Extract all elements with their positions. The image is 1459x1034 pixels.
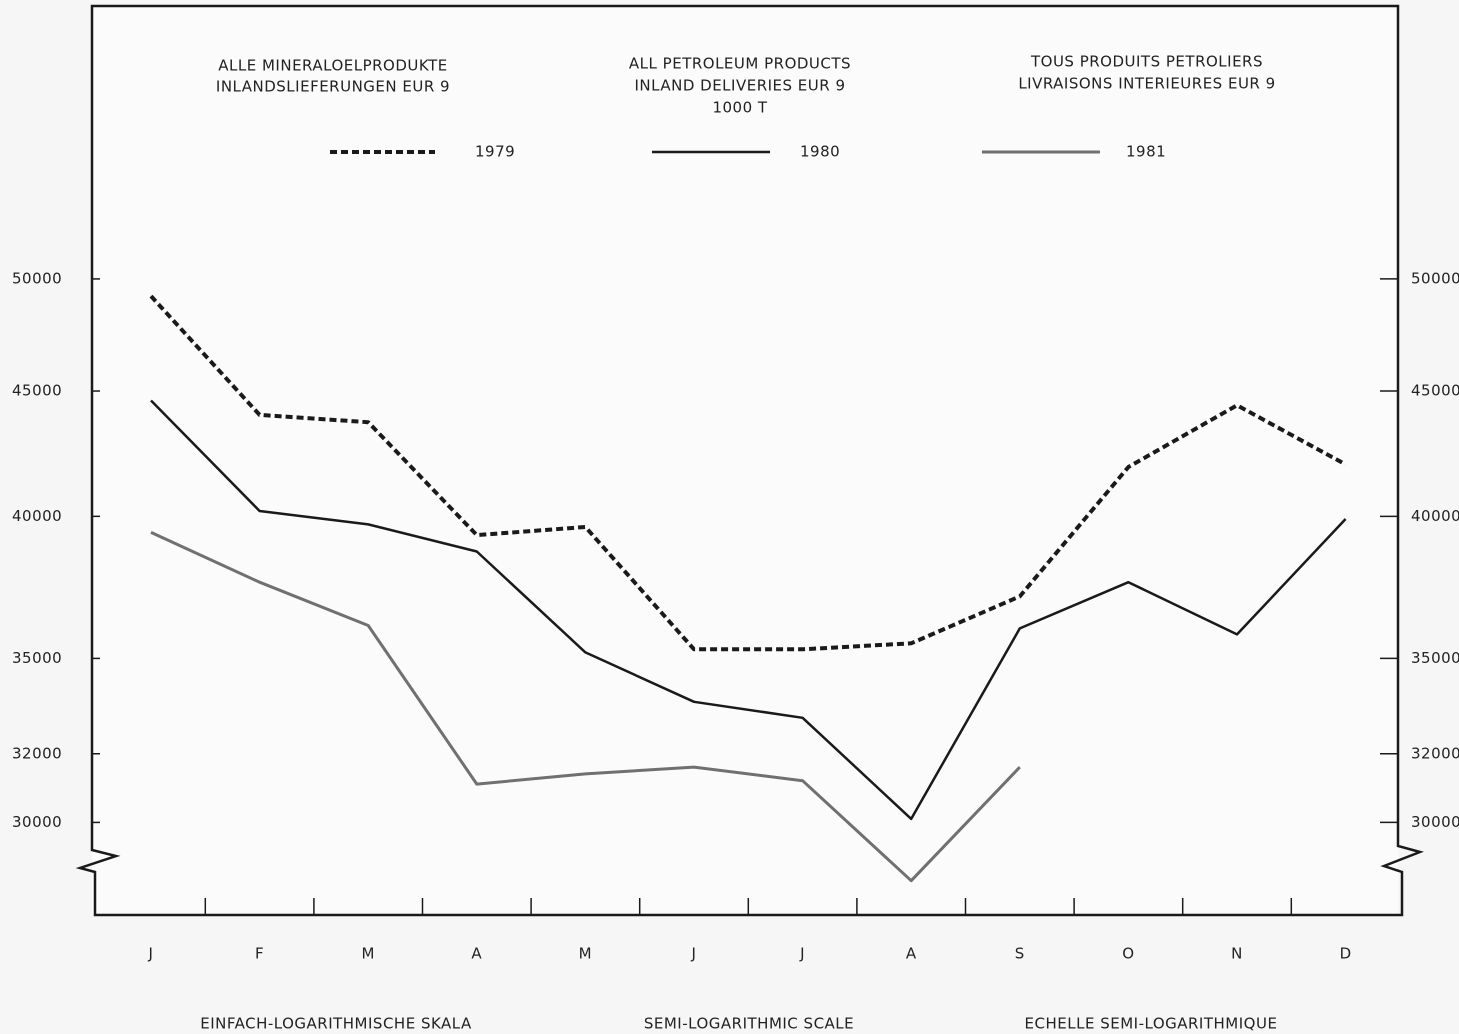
plot-background [92, 6, 1398, 915]
x-tick-label: M [579, 945, 592, 963]
header-text: INLAND DELIVERIES EUR 9 [635, 77, 846, 95]
y2-tick-label: 45000 [1411, 382, 1459, 400]
y-tick-label: 40000 [12, 507, 62, 525]
frame [75, 4, 1424, 917]
footer-text: SEMI-LOGARITHMIC SCALE [644, 1015, 854, 1033]
x-tick-label: D [1340, 945, 1352, 963]
x-tick-label: J [799, 945, 805, 963]
y-tick-label: 32000 [12, 744, 62, 762]
header-text: 1000 T [712, 99, 767, 117]
y2-tick-label: 30000 [1411, 813, 1459, 831]
x-tick-label: A [906, 945, 917, 963]
y2-tick-label: 50000 [1411, 269, 1459, 287]
header-text: TOUS PRODUITS PETROLIERS [1030, 53, 1263, 71]
x-tick-label: J [691, 945, 697, 963]
header-text: LIVRAISONS INTERIEURES EUR 9 [1018, 75, 1275, 93]
legend-label: 1981 [1126, 143, 1166, 161]
x-tick-label: M [361, 945, 374, 963]
y2-tick-label: 35000 [1411, 649, 1459, 667]
legend-label: 1979 [475, 143, 515, 161]
series-line [149, 294, 1347, 652]
footer-text: EINFACH-LOGARITHMISCHE SKALA [200, 1015, 472, 1033]
y-tick-label: 35000 [12, 649, 62, 667]
header-text: ALL PETROLEUM PRODUCTS [629, 55, 851, 73]
x-tick-label: A [471, 945, 482, 963]
x-tick-label: O [1122, 945, 1134, 963]
x-tick-label: F [255, 945, 264, 963]
y2-tick-label: 40000 [1411, 507, 1459, 525]
y-tick-label: 50000 [12, 269, 62, 287]
legend-label: 1980 [800, 143, 840, 161]
y2-tick-label: 32000 [1411, 744, 1459, 762]
series-line [150, 531, 1021, 883]
x-tick-label: N [1231, 945, 1243, 963]
header-text: INLANDSLIEFERUNGEN EUR 9 [216, 78, 450, 96]
x-tick-label: S [1015, 945, 1025, 963]
y-tick-label: 30000 [12, 813, 62, 831]
y-tick-label: 45000 [12, 382, 62, 400]
x-tick-label: J [148, 945, 154, 963]
series-line [150, 399, 1347, 821]
header-text: ALLE MINERALOELPRODUKTE [218, 57, 447, 75]
footer-text: ECHELLE SEMI-LOGARITHMIQUE [1025, 1015, 1278, 1033]
